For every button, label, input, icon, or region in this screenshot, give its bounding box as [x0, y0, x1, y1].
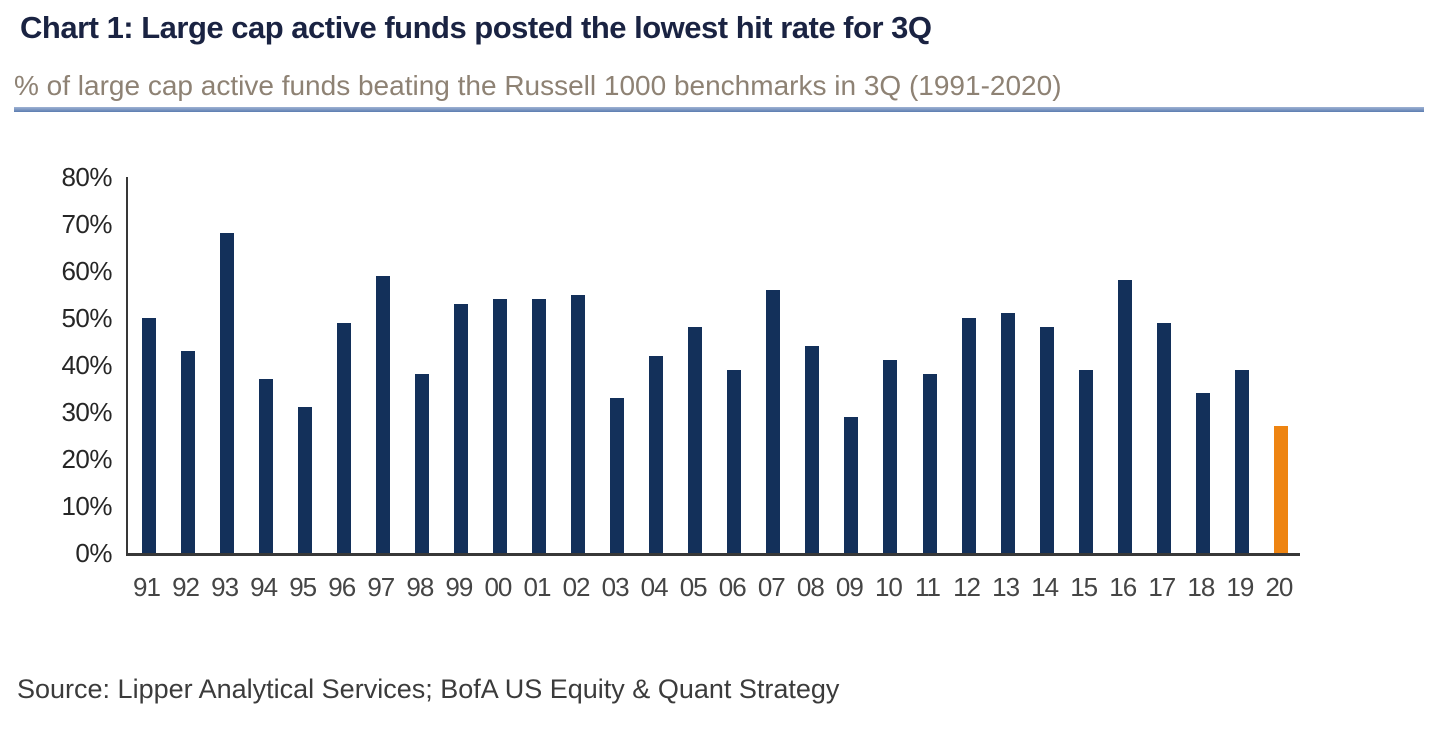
- x-tick-label-01: 01: [523, 572, 552, 602]
- x-tick-label-00: 00: [484, 572, 512, 602]
- chart-subtitle: % of large cap active funds beating the …: [14, 70, 1062, 101]
- bar-19: [1234, 369, 1249, 553]
- y-tick-label-70: 70%: [61, 209, 112, 239]
- y-tick-label-10: 10%: [61, 491, 112, 521]
- plot-area: [126, 177, 1300, 556]
- bar-97: [375, 275, 390, 553]
- bar-98: [414, 374, 429, 553]
- source-note: Source: Lipper Analytical Services; BofA…: [17, 674, 840, 704]
- bar-06: [727, 369, 742, 553]
- x-tick-label-07: 07: [757, 572, 786, 602]
- x-tick-label-96: 96: [328, 572, 356, 602]
- x-tick-label-16: 16: [1109, 572, 1137, 602]
- bar-15: [1078, 369, 1093, 553]
- y-tick-label-0: 0%: [75, 538, 112, 568]
- y-tick-label-40: 40%: [61, 350, 112, 380]
- x-tick-label-08: 08: [796, 572, 825, 602]
- bar-04: [649, 355, 664, 553]
- bar-12: [961, 318, 976, 553]
- y-tick-label-80: 80%: [61, 162, 112, 192]
- bar-99: [453, 303, 468, 553]
- bar-18: [1195, 393, 1210, 553]
- x-tick-label-98: 98: [406, 572, 434, 602]
- bar-96: [336, 322, 351, 553]
- x-tick-label-18: 18: [1187, 572, 1215, 602]
- x-tick-label-99: 99: [445, 572, 473, 602]
- x-tick-label-06: 06: [718, 572, 747, 602]
- bar-93: [219, 233, 234, 553]
- y-tick-label-50: 50%: [61, 303, 112, 333]
- x-tick-label-93: 93: [211, 572, 239, 602]
- x-tick-label-03: 03: [601, 572, 630, 602]
- bar-08: [805, 346, 820, 553]
- x-tick-label-10: 10: [874, 572, 903, 602]
- bar-14: [1039, 327, 1054, 553]
- x-tick-label-02: 02: [562, 572, 591, 602]
- x-tick-label-12: 12: [953, 572, 981, 602]
- x-tick-label-14: 14: [1031, 572, 1059, 602]
- x-tick-label-17: 17: [1148, 572, 1176, 602]
- bar-91: [141, 318, 156, 553]
- y-tick-label-60: 60%: [61, 256, 112, 286]
- x-tick-label-13: 13: [992, 572, 1020, 602]
- x-tick-label-20: 20: [1265, 572, 1293, 602]
- bar-10: [883, 360, 898, 553]
- bar-92: [180, 350, 195, 553]
- x-tick-label-11: 11: [915, 572, 941, 602]
- bar-94: [258, 379, 273, 553]
- bar-17: [1156, 322, 1171, 553]
- x-tick-label-97: 97: [367, 572, 395, 602]
- x-tick-label-95: 95: [289, 572, 317, 602]
- bar-03: [610, 397, 625, 553]
- bar-07: [766, 289, 781, 553]
- x-tick-label-15: 15: [1070, 572, 1098, 602]
- bar-95: [297, 407, 312, 553]
- bar-05: [688, 327, 703, 553]
- bar-01: [532, 299, 546, 553]
- x-tick-label-19: 19: [1226, 572, 1254, 602]
- bar-13: [1000, 313, 1015, 553]
- x-tick-label-05: 05: [679, 572, 708, 602]
- bar-20: [1273, 426, 1288, 553]
- x-tick-label-04: 04: [640, 572, 669, 602]
- bar-16: [1117, 280, 1132, 553]
- x-tick-label-94: 94: [250, 572, 278, 602]
- y-tick-label-20: 20%: [61, 444, 112, 474]
- x-tick-label-91: 91: [133, 572, 161, 602]
- x-tick-label-92: 92: [172, 572, 200, 602]
- header-divider: [14, 107, 1424, 112]
- bar-02: [571, 294, 586, 553]
- bar-chart: 0% 10% 20% 30% 40% 50% 60% 70% 80% 91 92 93 94 95 96 9…: [61, 162, 1300, 602]
- chart-title: Chart 1: Large cap active funds posted t…: [20, 10, 932, 45]
- bar-09: [844, 416, 859, 553]
- x-tick-label-09: 09: [835, 572, 864, 602]
- bar-00: [492, 299, 507, 553]
- y-tick-label-30: 30%: [61, 397, 112, 427]
- bar-11: [922, 374, 937, 553]
